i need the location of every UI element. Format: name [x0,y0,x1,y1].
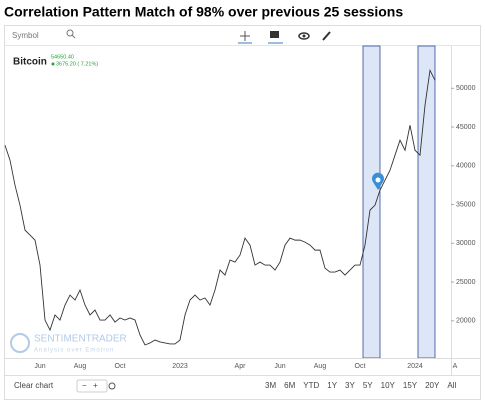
x-tick-label: 2024 [407,363,423,370]
x-tick-label: Jun [274,363,285,370]
visibility-tool[interactable] [298,32,310,40]
range-button[interactable]: 5Y [363,381,373,390]
x-tick-label: Oct [115,363,126,370]
range-button[interactable]: YTD [303,381,319,390]
x-tick-label: Jun [34,363,45,370]
zoom-group [76,379,108,393]
range-button[interactable]: 3M [265,381,276,390]
x-tick-label: Oct [355,363,366,370]
range-button[interactable]: 6M [284,381,295,390]
y-tick-label: 35000 [456,201,476,208]
match-marker [372,172,384,190]
y-tick-label: 50000 [456,85,476,92]
range-button[interactable]: 10Y [381,381,396,390]
plot: 20000 25000 30000 35000 40000 45000 50000 Jun Au… [4,68,476,370]
watermark-tagline: Analysis over Emotion [34,348,114,354]
x-tick-label: Apr [235,363,247,370]
range-buttons: 3M 6M YTD 1Y 3Y 5Y 10Y 15Y 20Y All [265,381,456,390]
range-button[interactable]: 15Y [403,381,418,390]
y-tick-label: 45000 [456,124,476,131]
range-button[interactable]: 1Y [327,381,337,390]
pin-tool[interactable] [322,31,331,41]
match-band [362,45,381,359]
legend-last: 54650.40 [51,54,74,60]
watermark-brand: SENTIMENTRADER [34,334,127,345]
y-tick-label: 25000 [456,279,476,286]
chart-title: Correlation Pattern Match of 98% over pr… [4,4,403,20]
search-icon[interactable] [66,29,76,39]
symbol-input[interactable]: Symbol [12,31,39,40]
x-tick-label: 2023 [172,363,188,370]
y-tick-label: 40000 [456,163,476,170]
x-tick-label: A [453,363,458,370]
range-button[interactable]: 20Y [425,381,440,390]
x-tick-label: Aug [74,363,87,370]
comment-tool[interactable] [268,31,283,44]
range-button[interactable]: All [447,381,456,390]
crosshair-tool[interactable] [238,31,252,44]
y-tick-label: 30000 [456,240,476,247]
clear-chart-button[interactable]: Clear chart [14,381,54,390]
price-line [4,68,436,346]
legend-name: Bitcoin [13,57,47,68]
zoom-in-button[interactable]: + [93,381,98,390]
x-tick-label: Aug [314,363,327,370]
zoom-out-button[interactable]: − [82,381,87,390]
range-button[interactable]: 3Y [345,381,355,390]
reset-button[interactable] [108,382,116,390]
watermark: SENTIMENTRADER Analysis over Emotion [10,333,127,354]
legend-change: 3675.20 ( 7.21%) [56,61,98,67]
legend-dot [51,62,55,66]
y-tick-label: 20000 [456,318,476,325]
